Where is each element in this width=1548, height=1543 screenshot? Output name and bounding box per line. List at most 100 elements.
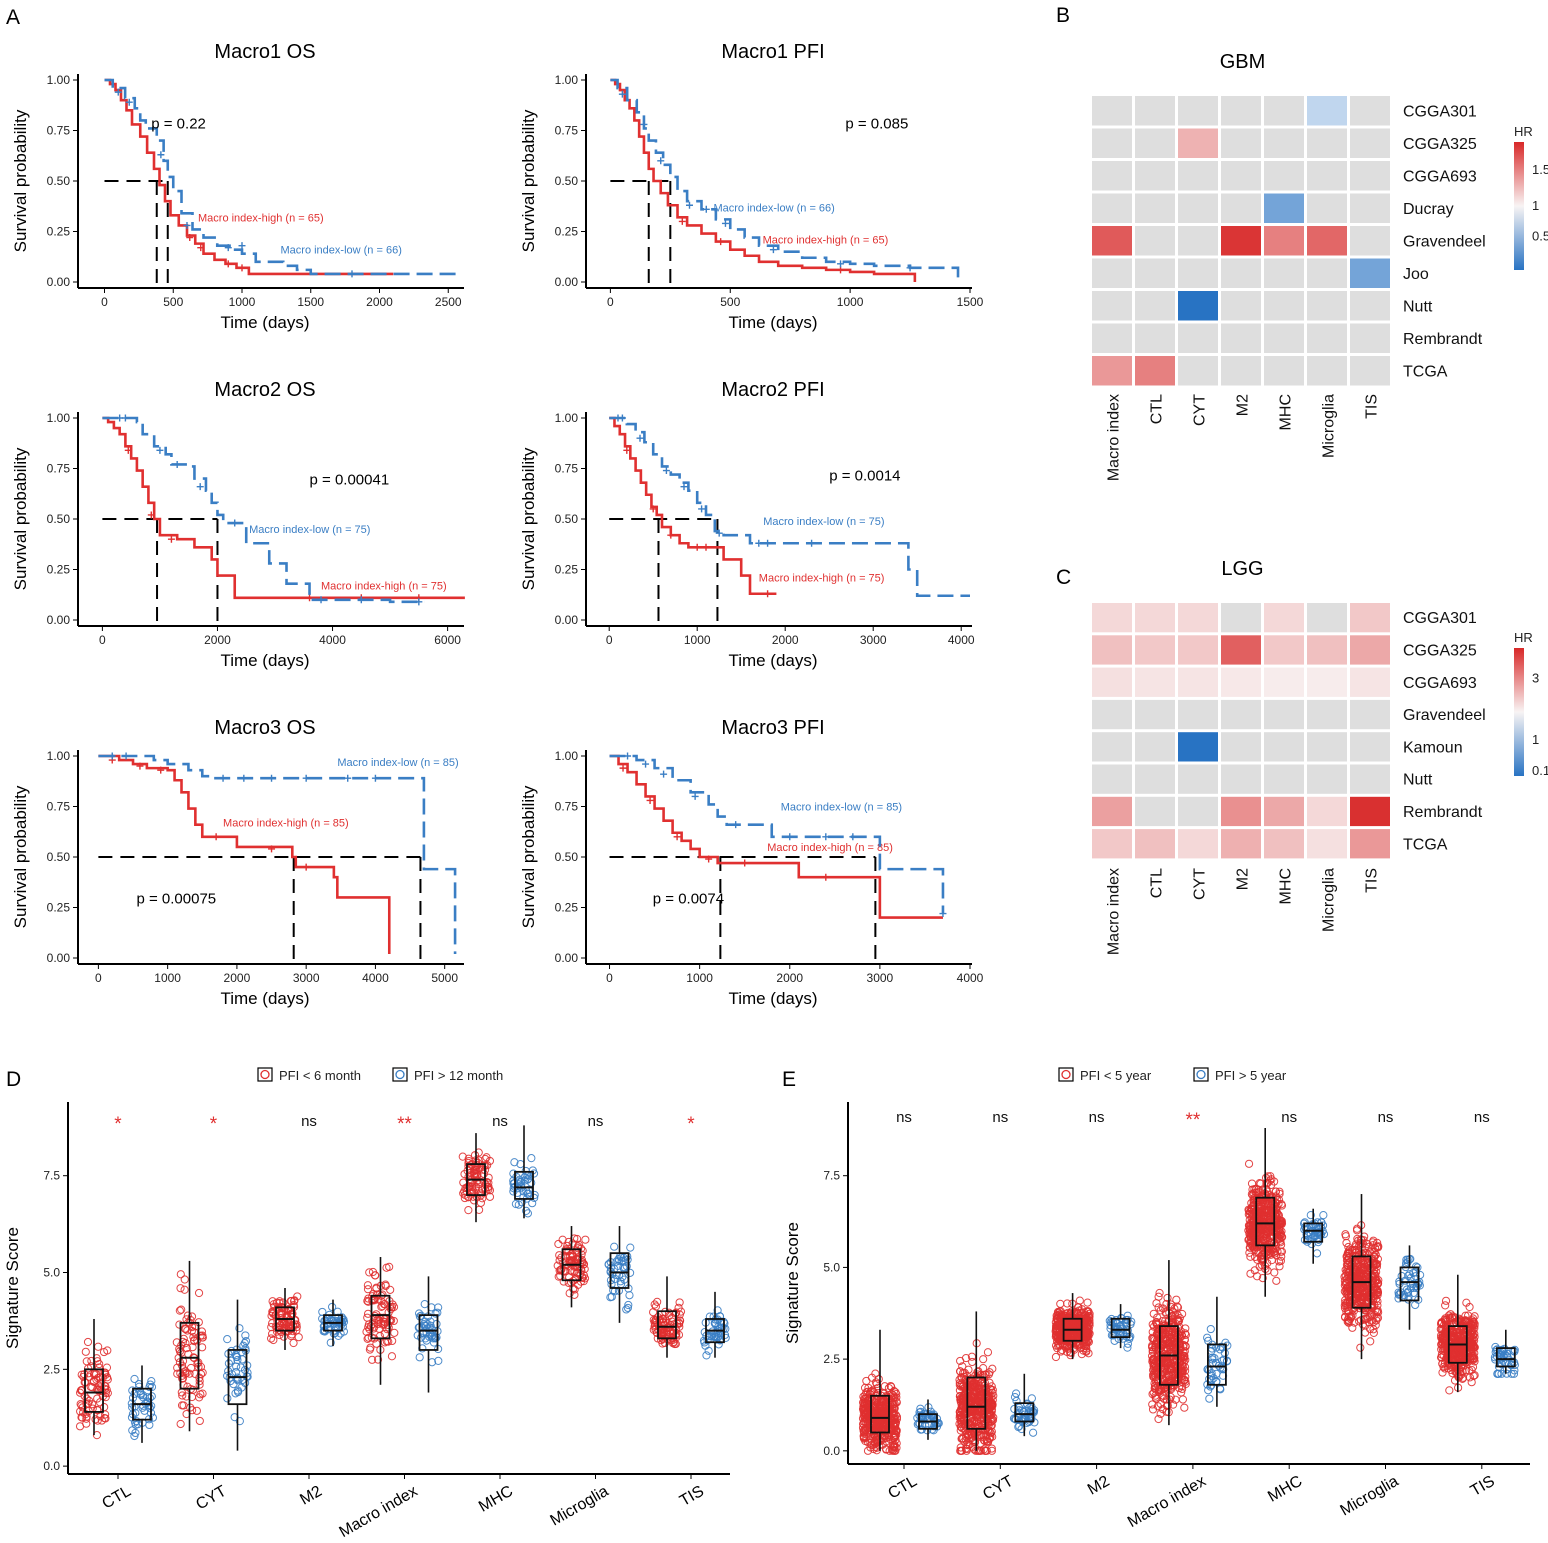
heatmap-cell	[1178, 356, 1218, 386]
p-value: p = 0.0074	[653, 890, 724, 907]
y-tick-label: 7.5	[823, 1169, 840, 1183]
data-point	[1076, 1343, 1085, 1353]
data-point	[979, 1355, 988, 1364]
data-point	[890, 1426, 899, 1435]
data-point	[1057, 1345, 1067, 1355]
data-point	[177, 1305, 186, 1314]
data-point	[1051, 1352, 1061, 1362]
data-point	[194, 1288, 204, 1298]
significance-label: ns	[992, 1109, 1008, 1126]
heatmap-col-label: Microglia	[1321, 868, 1338, 932]
data-point	[1275, 1230, 1284, 1239]
data-point	[1259, 1217, 1268, 1226]
data-point	[1276, 1247, 1285, 1256]
censor-mark	[732, 821, 740, 829]
data-point	[1106, 1324, 1115, 1333]
censor-mark	[755, 539, 763, 547]
data-point	[1438, 1368, 1447, 1377]
data-point	[176, 1284, 185, 1293]
data-point	[1061, 1330, 1070, 1339]
data-point	[388, 1336, 397, 1346]
box-iqr	[418, 1314, 439, 1351]
p-value: p = 0.085	[845, 115, 908, 132]
censor-mark	[196, 483, 204, 491]
heatmap-row-label: CGGA325	[1403, 642, 1477, 659]
censor-mark	[156, 446, 164, 454]
p-value: p = 0.0014	[829, 468, 900, 485]
data-point	[619, 1253, 628, 1262]
data-point	[1152, 1299, 1161, 1308]
data-point	[1252, 1184, 1261, 1193]
heatmap-cell	[1350, 258, 1390, 288]
y-tick-label: 0.75	[47, 124, 71, 138]
data-point	[1085, 1321, 1094, 1330]
data-point	[180, 1275, 189, 1284]
data-point	[75, 1422, 85, 1431]
data-point	[1446, 1365, 1455, 1375]
censor-mark	[649, 505, 657, 513]
data-point	[861, 1436, 870, 1446]
km-curve-high	[98, 754, 391, 954]
data-point	[988, 1364, 997, 1373]
heatmap-row-label: TCGA	[1403, 836, 1448, 853]
censor-mark	[837, 266, 845, 274]
heatmap-cell	[1221, 96, 1261, 126]
data-point	[1056, 1347, 1066, 1356]
data-point	[1066, 1351, 1075, 1360]
data-point	[1403, 1255, 1412, 1264]
heatmap-col-label: Macro index	[1106, 868, 1123, 955]
box-iqr	[1110, 1317, 1131, 1339]
x-tick-label: 4000	[362, 971, 389, 985]
heatmap-cell	[1135, 732, 1175, 762]
heatmap-cell	[1092, 161, 1132, 191]
data-point	[604, 1260, 613, 1269]
heatmap-cell	[1178, 226, 1218, 256]
data-point	[390, 1328, 399, 1337]
heatmap-cell	[1264, 764, 1304, 794]
censor-mark	[344, 774, 352, 782]
data-point	[87, 1400, 97, 1409]
data-point	[422, 1336, 431, 1345]
data-point	[1166, 1359, 1176, 1368]
data-point	[964, 1400, 973, 1409]
data-point	[1355, 1267, 1364, 1276]
data-point	[1082, 1307, 1091, 1316]
heatmap-col-label: TIS	[1364, 394, 1381, 419]
significance-label: *	[114, 1114, 122, 1135]
y-tick-label: 0.25	[555, 901, 579, 915]
y-axis-title: Signature Score	[783, 1222, 802, 1344]
data-point	[181, 1338, 190, 1348]
censor-mark	[642, 760, 650, 768]
km-curve-low	[610, 78, 960, 282]
heatmap-cell	[1307, 732, 1347, 762]
data-point	[78, 1403, 87, 1412]
censor-mark	[240, 774, 248, 782]
heatmap-row-label: Rembrandt	[1403, 804, 1483, 821]
data-point	[188, 1406, 197, 1415]
censor-mark	[786, 833, 794, 841]
data-point	[713, 1306, 722, 1315]
heatmap-col-label: Microglia	[1321, 394, 1338, 458]
data-point	[956, 1446, 965, 1455]
legend-label: PFI > 5 year	[1215, 1068, 1287, 1083]
data-point	[975, 1388, 984, 1397]
x-tick-label: CTL	[99, 1483, 134, 1513]
heatmap-cell	[1221, 603, 1261, 633]
data-point	[1154, 1414, 1163, 1424]
data-point	[1157, 1327, 1166, 1336]
data-point	[223, 1335, 232, 1344]
data-point	[973, 1367, 982, 1377]
x-tick-label: 0	[95, 971, 102, 985]
y-tick-label: 0.25	[47, 901, 71, 915]
data-point	[1074, 1303, 1083, 1312]
data-point	[1343, 1288, 1352, 1297]
x-axis-title: Time (days)	[220, 989, 309, 1008]
box-iqr	[370, 1294, 391, 1340]
data-point	[102, 1363, 112, 1372]
data-point	[84, 1364, 93, 1373]
heatmap-title: GBM	[1220, 51, 1266, 73]
heatmap-cell	[1092, 667, 1132, 697]
data-point	[1148, 1400, 1157, 1409]
